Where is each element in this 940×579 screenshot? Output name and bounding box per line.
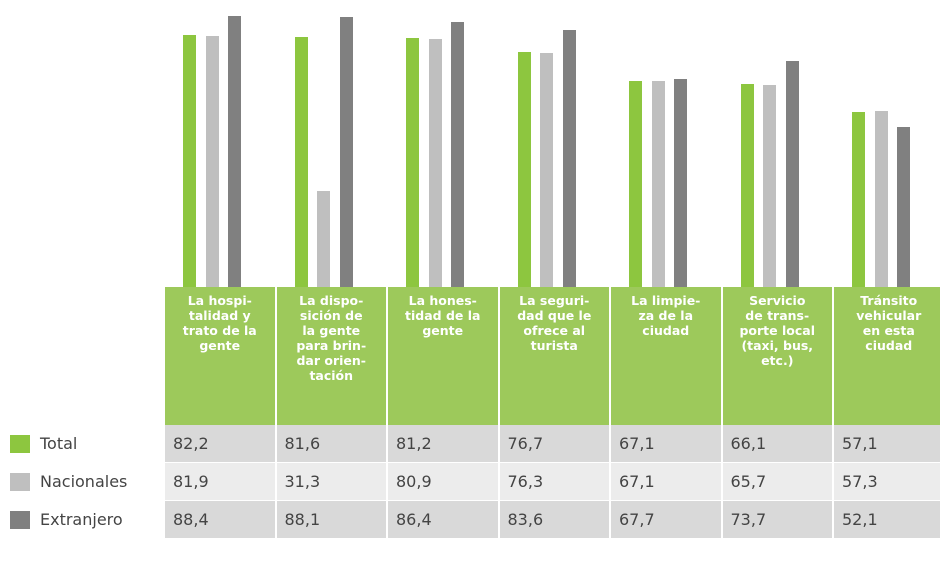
column-header: La dispo- sición de la gente para brin- … [276,287,386,425]
column-header: La hospi- talidad y trato de la gente [165,287,275,425]
bar [517,51,531,287]
table-cell: 81,2 [388,425,498,462]
legend-label: Extranjero [40,510,123,529]
bar [874,111,888,287]
bar [785,60,799,287]
table-cell: 31,3 [276,463,386,500]
table-cell: 57,3 [834,463,940,500]
table-cell: 65,7 [722,463,832,500]
bar [852,111,865,287]
bar [897,127,910,287]
table-cell: 76,3 [499,463,609,500]
bar [406,37,419,287]
legend-label: Total [40,434,78,453]
table-cell: 86,4 [388,501,498,538]
table-cell: 57,1 [834,425,940,462]
column-header: La hones- tidad de la gente [388,287,498,425]
legend-swatch [10,511,30,529]
table-cell: 81,6 [276,425,386,462]
column-header: Tránsito vehicular en esta ciudad [834,287,940,425]
table-cell: 67,7 [611,501,721,538]
bar [428,38,442,287]
legend-swatch [10,435,30,453]
table-cell: 88,1 [276,501,386,538]
table-cell: 76,7 [499,425,609,462]
legend-label: Nacionales [40,472,128,491]
column-header: La limpie- za de la ciudad [611,287,721,425]
bar [205,35,219,287]
bar [451,21,464,287]
table-cell: 83,6 [499,501,609,538]
table-cell: 67,1 [611,463,721,500]
table-cell: 80,9 [388,463,498,500]
table-cell: 82,2 [165,425,275,462]
bar [629,81,642,287]
bar [339,16,353,287]
column-header: Servicio de trans- porte local (taxi, bu… [722,287,832,425]
table-cell: 73,7 [722,501,832,538]
table-cell: 67,1 [611,425,721,462]
column-header: La seguri- dad que le ofrece al turista [499,287,609,425]
bar [228,15,241,287]
bar [651,81,665,287]
legend-swatch [10,473,30,491]
bar [540,52,553,287]
bar [763,85,776,287]
bar [183,34,196,287]
table-cell: 88,4 [165,501,275,538]
table-cell: 66,1 [722,425,832,462]
table-cell: 81,9 [165,463,275,500]
table-cell: 52,1 [834,501,940,538]
bar [674,79,687,287]
bar [294,36,308,287]
bar [562,30,576,287]
bar [317,190,330,287]
bar [740,84,754,287]
